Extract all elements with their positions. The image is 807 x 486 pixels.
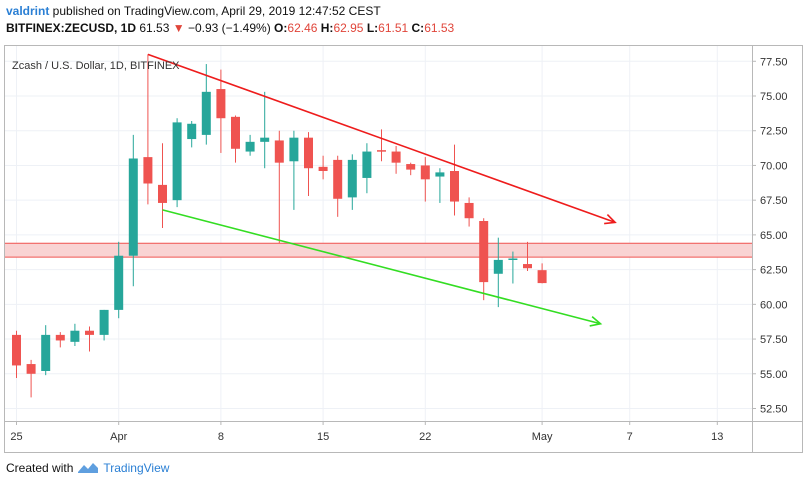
candle-up	[260, 137, 270, 142]
open-label: O:	[274, 21, 288, 35]
footer: Created with TradingView	[6, 461, 169, 475]
author-name[interactable]: valdrint	[6, 4, 50, 18]
price-tick-label: 60.00	[760, 299, 788, 311]
candle-down	[523, 264, 532, 269]
publish-line: valdrint published on TradingView.com, A…	[6, 4, 381, 18]
candle-up	[362, 151, 372, 178]
candle-down	[450, 171, 459, 202]
price-tick-label: 65.00	[760, 230, 788, 242]
time-tick-label: 13	[711, 431, 723, 443]
low-label: L:	[366, 21, 379, 35]
trendline-arrowhead	[604, 213, 617, 225]
candle-up	[289, 137, 299, 162]
close-label: C:	[411, 21, 425, 35]
time-tick-label: 22	[419, 431, 431, 443]
candle-up	[508, 258, 518, 260]
price-tick-label: 52.50	[760, 404, 788, 416]
time-tick-label: May	[532, 431, 553, 443]
down-arrow-icon: ▼	[172, 21, 185, 35]
candle-up	[187, 123, 197, 140]
support-zone	[5, 243, 752, 258]
price-tick-label: 57.50	[760, 334, 788, 346]
candle-down	[231, 116, 240, 149]
candle-up	[172, 122, 182, 201]
price-tick-label: 72.50	[760, 126, 788, 138]
last-price: 61.53	[139, 21, 170, 35]
candle-down	[406, 164, 416, 170]
time-tick-label: 8	[218, 431, 224, 443]
close-value: 61.53	[424, 21, 455, 35]
candle-up	[114, 255, 124, 310]
price-tick-label: 55.00	[760, 369, 788, 381]
candle-down	[391, 151, 401, 163]
symbol-label: BITFINEX:ZECUSD, 1D	[6, 21, 137, 35]
candle-down	[26, 364, 36, 374]
time-tick-label: Apr	[110, 431, 127, 443]
candle-down	[377, 150, 386, 152]
high-value: 62.95	[333, 21, 364, 35]
time-tick-label: 7	[627, 431, 633, 443]
tradingview-logo-icon	[78, 463, 99, 473]
candle-up	[435, 172, 445, 177]
candle-down	[420, 165, 430, 180]
created-with-text: Created with	[6, 461, 74, 475]
low-value: 61.51	[378, 21, 409, 35]
price-tick-label: 67.50	[760, 195, 788, 207]
candle-up	[245, 141, 255, 152]
high-label: H:	[320, 21, 334, 35]
candle-down	[216, 89, 226, 119]
candle-down	[158, 184, 167, 203]
trendline-support	[162, 209, 601, 325]
trendline-resistance	[147, 53, 616, 224]
candle-up	[201, 91, 211, 135]
tradingview-link[interactable]: TradingView	[103, 461, 170, 475]
candle-down	[333, 159, 343, 199]
price-tick-label: 62.50	[760, 265, 788, 277]
published-text: published on TradingView.com, April 29, …	[49, 4, 381, 18]
candle-up	[41, 334, 51, 371]
candle-up	[99, 309, 109, 335]
chart-title: Zcash / U.S. Dollar, 1D, BITFINEX	[12, 60, 180, 72]
candle-down	[55, 334, 65, 341]
candle-down	[304, 137, 313, 169]
open-value: 62.46	[287, 21, 318, 35]
candle-up	[70, 330, 80, 342]
price-tick-label: 75.00	[760, 91, 788, 103]
candle-down	[537, 270, 547, 284]
price-change: −0.93 (−1.49%)	[187, 21, 271, 35]
candle-down	[464, 202, 474, 219]
time-tick-label: 25	[10, 431, 22, 443]
candle-down	[85, 330, 94, 335]
candle-down	[479, 221, 489, 283]
candle-down	[318, 166, 328, 171]
candle-up	[493, 259, 503, 274]
price-chart[interactable]: 77.50 75.00 72.50 70.00 67.50 65.00 62.50 60.00…	[4, 45, 803, 453]
symbol-line: BITFINEX:ZECUSD, 1D 61.53 ▼ −0.93 (−1.49…	[6, 21, 454, 35]
candle-down	[274, 140, 284, 163]
price-tick-label: 70.00	[760, 160, 788, 172]
trendline-arrowhead	[589, 316, 603, 327]
price-tick-label: 77.50	[760, 56, 788, 68]
candle-down	[143, 157, 153, 184]
time-tick-label: 15	[317, 431, 329, 443]
candle-down	[12, 334, 21, 366]
candle-up	[128, 158, 138, 256]
candle-up	[347, 159, 357, 198]
